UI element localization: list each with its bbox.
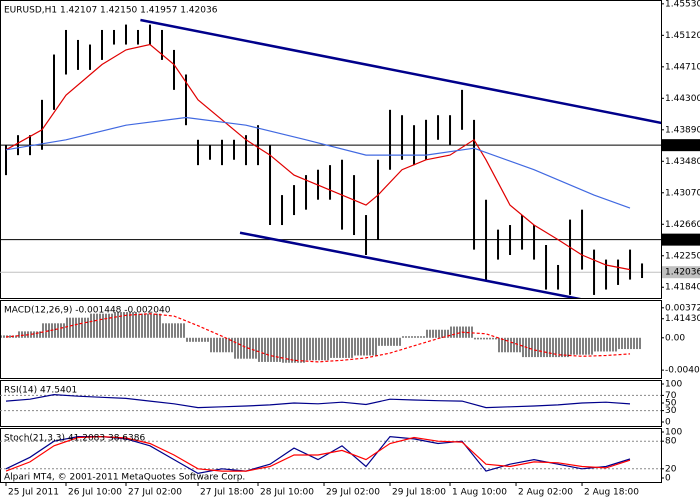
line-series: [5, 43, 631, 271]
macd-bar: [402, 336, 427, 338]
x-tick-label: 1 Aug 10:00: [452, 488, 507, 498]
x-tick-label: 25 Jul 2011: [8, 488, 59, 498]
y-tick-label: 1.41840: [665, 283, 700, 293]
macd-bar: [114, 312, 139, 338]
macd-bar: [0, 335, 19, 338]
macd-bar: [306, 337, 331, 361]
x-tick-label: 28 Jul 10:00: [260, 488, 314, 498]
y-tick-label: 1.44710: [665, 62, 700, 72]
x-tick-label: 2 Aug 02:00: [518, 488, 573, 498]
main-panel: [0, 0, 662, 299]
y-tick-label: 1.43890: [665, 125, 700, 135]
trend-line: [140, 18, 661, 125]
x-tick-label: 2 Aug 18:00: [584, 488, 639, 498]
macd-bar: [234, 337, 259, 359]
y-tick-label: 20: [665, 464, 677, 474]
y-tick-label: 0.00: [665, 333, 685, 343]
macd-bar: [522, 337, 547, 358]
panel-title: MACD(12,26,9) -0.001448 -0.002040: [4, 306, 171, 316]
macd-bar: [426, 329, 451, 338]
y-tick-label: 0.003729: [665, 303, 700, 313]
level-label-box: [662, 266, 700, 279]
y-tick-label: 50: [665, 399, 677, 409]
level-label: 1.42036: [665, 268, 700, 278]
stoch-panel: [0, 428, 662, 483]
y-tick-label: -0.00402: [665, 366, 700, 376]
macd-bar: [330, 337, 355, 358]
macd-bar: [18, 331, 43, 338]
level-label: 1.43690: [665, 141, 700, 151]
panel-plot: [0, 393, 661, 412]
y-tick-label: 80: [665, 437, 677, 447]
macd-bar: [618, 337, 643, 350]
level-label-box: [662, 139, 700, 152]
footer: Alpari MT4, © 2001-2011 MetaQuotes Softw…: [4, 473, 245, 483]
macd-bar: [66, 317, 91, 338]
x-tick-label: 27 Jul 18:00: [200, 488, 254, 498]
x-tick-label: 27 Jul 02:00: [128, 488, 182, 498]
macd-bar: [210, 337, 235, 353]
y-tick-label: 1.42660: [665, 220, 700, 230]
y-tick-label: 30: [665, 406, 677, 416]
panel-plot: [0, 18, 661, 298]
macd-bar: [474, 337, 499, 340]
line-series: [5, 116, 631, 209]
trend-line: [239, 231, 582, 298]
macd-bar: [354, 337, 379, 356]
macd-bar: [186, 337, 211, 342]
y-tick-label: 1.43070: [665, 188, 700, 198]
macd-bar: [570, 337, 595, 355]
macd-bar: [594, 337, 619, 352]
y-tick-label: 1.43480: [665, 157, 700, 167]
line-series: [5, 435, 631, 472]
x-tick-label: 29 Jul 02:00: [326, 488, 380, 498]
x-tick-label: 29 Jul 18:00: [392, 488, 446, 498]
panel-title: RSI(14) 47.5401: [4, 386, 77, 396]
macd-bar: [546, 337, 571, 358]
macd-bar: [258, 337, 283, 362]
line-series: [5, 393, 631, 409]
macd-bar: [162, 323, 187, 338]
macd-bar: [138, 313, 163, 338]
panel-title: EURUSD,H1 1.42107 1.42150 1.41957 1.4203…: [4, 6, 218, 16]
y-tick-label: 1.41430: [665, 314, 700, 324]
x-tick-label: 26 Jul 10:00: [68, 488, 122, 498]
y-tick-label: 0: [665, 474, 671, 484]
panel-plot: [0, 435, 661, 475]
macd-bar: [90, 313, 115, 338]
panel-plot: [0, 312, 643, 363]
y-tick-label: 70: [665, 391, 677, 401]
y-tick-label: 100: [665, 428, 682, 438]
level-label-box: [662, 233, 700, 246]
y-tick-label: 1.44300: [665, 94, 700, 104]
y-tick-label: 100: [665, 380, 682, 390]
macd-panel: [0, 300, 662, 379]
line-series: [5, 313, 631, 363]
level-label: 1.42460: [665, 235, 700, 245]
macd-bar: [42, 323, 67, 338]
y-tick-label: 1.45530: [665, 0, 700, 9]
panel-title: Stoch(21,3,3) 41.2083 38.6386: [4, 434, 145, 444]
macd-bar: [498, 337, 523, 353]
macd-bar: [378, 337, 403, 346]
y-tick-label: 0: [665, 418, 671, 428]
y-tick-label: 1.45120: [665, 31, 700, 41]
y-tick-label: 1.42250: [665, 251, 700, 261]
